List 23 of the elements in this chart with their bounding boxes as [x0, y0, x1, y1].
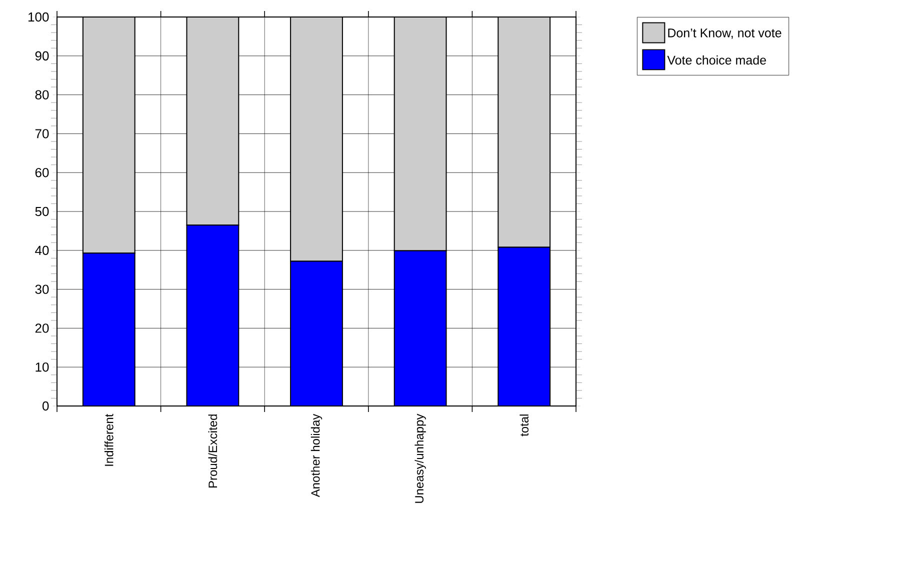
x-tick-label: Another holiday	[310, 414, 322, 498]
bar	[82, 252, 136, 406]
y-tick-label: 100	[28, 12, 49, 22]
bar	[290, 260, 343, 406]
y-tick-label: 70	[35, 129, 49, 138]
x-tick-label: Proud/Excited	[208, 414, 218, 488]
x-tick-label: Indifferent	[104, 414, 114, 466]
legend-label: Vote choice made	[667, 55, 766, 65]
bar	[498, 246, 551, 406]
x-tick-label: Uneasy/unhappy	[414, 414, 426, 503]
y-tick-label: 20	[35, 324, 49, 333]
x-tick-label: total	[520, 414, 529, 436]
y-tick-label: 50	[35, 206, 49, 216]
y-tick-label: 90	[35, 51, 49, 60]
y-tick-label: 10	[36, 362, 49, 372]
y-tick-label: 60	[35, 168, 49, 178]
legend-label: Don’t Know, not vote	[668, 28, 782, 39]
y-tick-label: 0	[42, 401, 49, 411]
bar	[394, 250, 447, 406]
bar	[186, 224, 240, 406]
y-tick-label: 30	[35, 284, 49, 294]
y-tick-label: 80	[35, 90, 49, 100]
y-tick-label: 40	[35, 246, 49, 255]
